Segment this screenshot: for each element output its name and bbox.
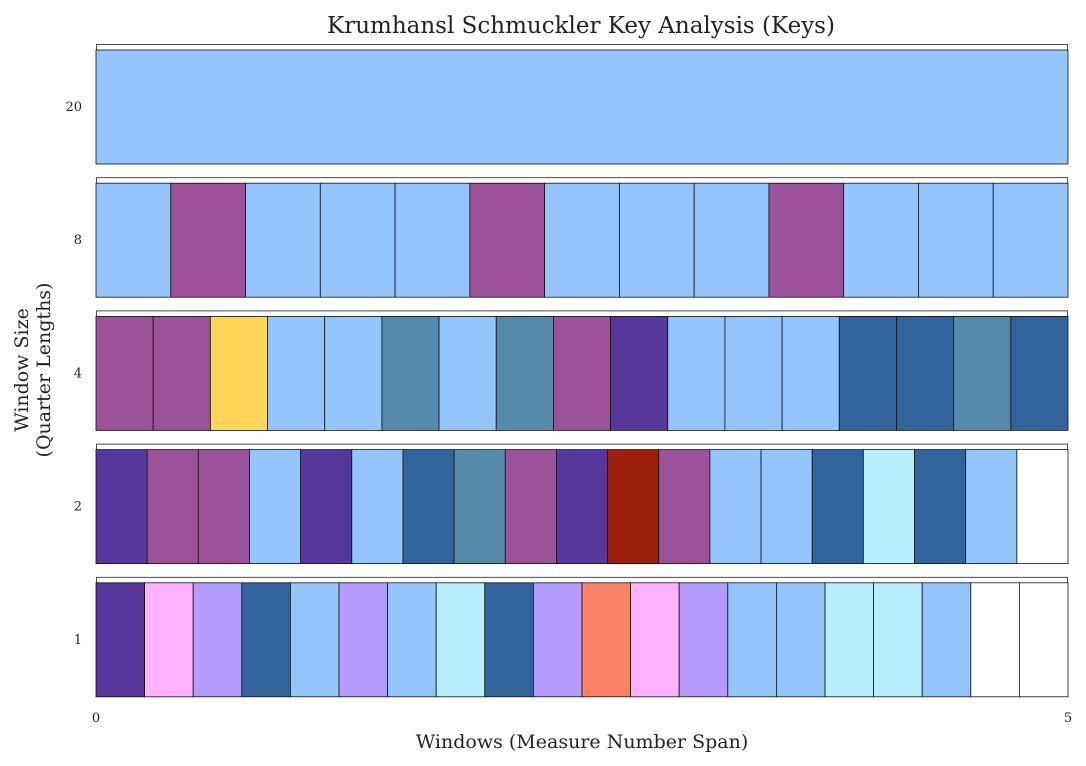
heatmap-row-20 bbox=[95, 44, 1069, 165]
heatmap-cell bbox=[896, 315, 955, 431]
y-tick-label: 2 bbox=[74, 500, 82, 515]
heatmap-cell bbox=[152, 315, 211, 431]
heatmap-cell bbox=[556, 449, 608, 565]
heatmap-cell bbox=[387, 582, 437, 698]
heatmap-cell bbox=[435, 582, 486, 698]
heatmap-cell bbox=[862, 449, 915, 565]
y-tick-labels: 20 8 4 2 1 bbox=[65, 100, 82, 648]
heatmap-cell bbox=[300, 449, 353, 565]
y-tick-label: 1 bbox=[74, 633, 82, 648]
heatmap-cell bbox=[324, 315, 383, 431]
heatmap-cell bbox=[197, 449, 250, 565]
heatmap-cell bbox=[658, 449, 711, 565]
heatmap-cell bbox=[249, 449, 302, 565]
heatmap-row-2 bbox=[95, 443, 1069, 565]
heatmap-cell bbox=[965, 449, 1018, 565]
heatmap-cell bbox=[1010, 315, 1069, 431]
heatmap-cell bbox=[553, 315, 611, 431]
heatmap-cell bbox=[209, 315, 268, 431]
heatmap-cell bbox=[170, 182, 246, 298]
heatmap-cell bbox=[95, 182, 172, 298]
y-tick-label: 20 bbox=[65, 100, 82, 115]
heatmap-cell bbox=[667, 315, 726, 431]
heatmap-cell bbox=[95, 49, 1069, 165]
heatmap-cell bbox=[724, 315, 783, 431]
heatmap-cell bbox=[970, 582, 1020, 698]
y-axis-label-line-2: (Quarter Lengths) bbox=[33, 283, 55, 458]
heatmap-cell bbox=[824, 582, 874, 698]
heatmap-cell bbox=[921, 582, 972, 698]
x-tick-label: 5 bbox=[1064, 711, 1072, 726]
heatmap-cell bbox=[319, 182, 396, 298]
heatmap-cell bbox=[495, 315, 554, 431]
heatmap-cell bbox=[338, 582, 388, 698]
y-axis-label-line-1: Window Size bbox=[11, 308, 33, 432]
heatmap-cell bbox=[709, 449, 762, 565]
heatmap-cell bbox=[581, 582, 631, 698]
heatmap-cell bbox=[768, 182, 845, 298]
heatmap-cell bbox=[245, 182, 321, 298]
heatmap-cell bbox=[146, 449, 199, 565]
heatmap-cell bbox=[484, 582, 534, 698]
heatmap-cell bbox=[618, 182, 695, 298]
heatmap-cell bbox=[351, 449, 404, 565]
heatmap-rows bbox=[95, 44, 1069, 698]
heatmap-cell bbox=[760, 449, 813, 565]
heatmap-cell bbox=[1016, 449, 1069, 565]
heatmap-cell bbox=[95, 315, 154, 431]
heatmap-cell bbox=[918, 182, 994, 298]
heatmap-cell bbox=[781, 315, 840, 431]
y-tick-label: 4 bbox=[74, 366, 82, 381]
heatmap-cell bbox=[544, 182, 620, 298]
heatmap-cell bbox=[95, 449, 148, 565]
heatmap-row-8 bbox=[95, 177, 1069, 298]
heatmap-cell bbox=[914, 449, 967, 565]
heatmap-cell bbox=[811, 449, 864, 565]
heatmap-cell bbox=[873, 582, 923, 698]
heatmap-cell bbox=[693, 182, 770, 298]
chart-title: Krumhansl Schmuckler Key Analysis (Keys) bbox=[327, 13, 835, 39]
heatmap-cell bbox=[678, 582, 729, 698]
heatmap-cell bbox=[469, 182, 546, 298]
heatmap-cell bbox=[504, 449, 557, 565]
heatmap-cell bbox=[394, 182, 471, 298]
x-axis-label: Windows (Measure Number Span) bbox=[416, 731, 749, 753]
heatmap-cell bbox=[953, 315, 1012, 431]
x-tick-label: 0 bbox=[92, 711, 100, 726]
heatmap-row-1 bbox=[95, 576, 1069, 698]
heatmap-row-4 bbox=[95, 310, 1069, 431]
heatmap-cell bbox=[402, 449, 455, 565]
heatmap-cell bbox=[776, 582, 826, 698]
y-tick-label: 8 bbox=[74, 233, 82, 248]
heatmap-cell bbox=[289, 582, 340, 698]
heatmap-cell bbox=[533, 582, 583, 698]
heatmap-cell bbox=[607, 449, 660, 565]
heatmap-cell bbox=[610, 315, 669, 431]
heatmap-cell bbox=[727, 582, 777, 698]
heatmap-cell bbox=[838, 315, 897, 431]
heatmap-cell bbox=[453, 449, 506, 565]
heatmap-cell bbox=[630, 582, 680, 698]
heatmap-cell bbox=[381, 315, 440, 431]
heatmap-cell bbox=[192, 582, 243, 698]
heatmap-cell bbox=[144, 582, 194, 698]
heatmap-cell bbox=[95, 582, 145, 698]
heatmap-cell bbox=[267, 315, 326, 431]
heatmap-cell bbox=[1019, 582, 1069, 698]
heatmap-cell bbox=[241, 582, 291, 698]
heatmap-cell bbox=[992, 182, 1069, 298]
heatmap-cell bbox=[843, 182, 919, 298]
heatmap-cell bbox=[438, 315, 497, 431]
